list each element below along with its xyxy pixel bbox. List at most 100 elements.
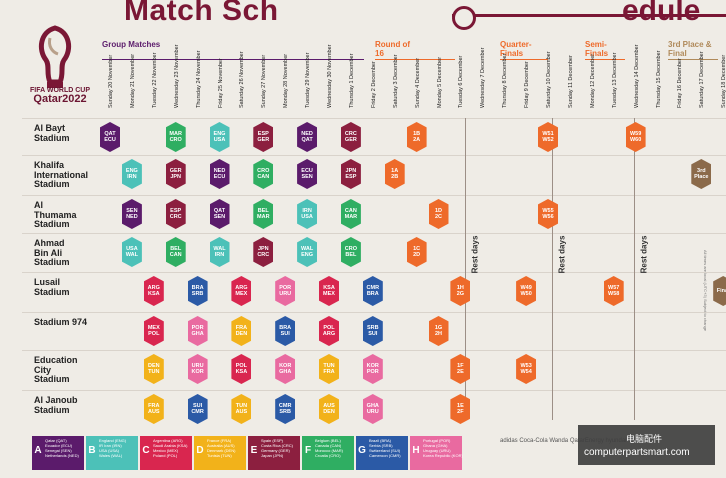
match-badge[interactable]: FRA DEN bbox=[231, 316, 252, 346]
match-badge[interactable]: JPN CRC bbox=[253, 237, 274, 267]
match-team-2: ENG bbox=[301, 252, 314, 258]
match-badge[interactable]: POL ARG bbox=[319, 316, 339, 346]
legend-team: Netherlands (NED) bbox=[45, 453, 79, 458]
match-badge[interactable]: 1D 2C bbox=[428, 199, 449, 229]
match-badge[interactable]: ENG IRN bbox=[121, 159, 142, 189]
match-badge[interactable]: ECU SEN bbox=[297, 159, 318, 189]
match-badge[interactable]: POL KSA bbox=[231, 354, 252, 384]
match-badge[interactable]: 1B 2A bbox=[406, 122, 427, 152]
legend-team-list: Argentina (ARG) Saudi Arabia (KSA) Mexico … bbox=[153, 438, 187, 458]
match-badge[interactable]: DEN TUN bbox=[143, 354, 164, 384]
match-badge[interactable]: NED QAT bbox=[297, 122, 318, 152]
match-team-2: WAL bbox=[125, 252, 138, 258]
match-badge[interactable]: CRO BEL bbox=[340, 237, 361, 267]
match-team-2: MEX bbox=[323, 291, 335, 297]
match-badge[interactable]: WAL IRN bbox=[209, 237, 230, 267]
match-badge[interactable]: POR GHA bbox=[187, 316, 208, 346]
legend-group: F Belgium (BEL) Canada (CAN) Morocco (MAR) C… bbox=[302, 436, 354, 470]
match-badge[interactable]: TUN AUS bbox=[231, 394, 252, 424]
match-team-1: ARG bbox=[235, 285, 248, 291]
match-badge[interactable]: WAL ENG bbox=[297, 237, 318, 267]
date-column-label: Monday 21 November bbox=[126, 54, 136, 108]
stadium-name-line: Al Bayt bbox=[34, 123, 66, 133]
match-badge[interactable]: 1A 2B bbox=[384, 159, 405, 189]
match-badge[interactable]: 1H 2G bbox=[450, 276, 471, 306]
match-team-2: IRN bbox=[127, 174, 137, 180]
match-badge[interactable]: W49 W50 bbox=[516, 276, 537, 306]
match-badge[interactable]: Final bbox=[713, 276, 726, 306]
match-badge[interactable]: SEN NED bbox=[121, 199, 142, 229]
match-badge[interactable]: URU KOR bbox=[187, 354, 208, 384]
match-team-2: GHA bbox=[191, 331, 204, 337]
match-badge[interactable]: 1E 2F bbox=[450, 394, 471, 424]
match-badge[interactable]: QAT SEN bbox=[209, 199, 230, 229]
match-badge[interactable]: GER JPN bbox=[165, 159, 186, 189]
match-badge[interactable]: MAR CRO bbox=[165, 122, 186, 152]
match-team-2: 2G bbox=[456, 291, 465, 297]
match-badge[interactable]: BRA SUI bbox=[275, 316, 296, 346]
match-team-2: W56 bbox=[542, 214, 554, 220]
match-badge[interactable]: CRO CAN bbox=[253, 159, 274, 189]
match-badge[interactable]: SRB SUI bbox=[362, 316, 383, 346]
match-team-1: 1H bbox=[456, 285, 464, 291]
match-badge[interactable]: KOR GHA bbox=[275, 354, 296, 384]
match-badge[interactable]: USA WAL bbox=[121, 237, 142, 267]
match-badge[interactable]: KOR POR bbox=[362, 354, 383, 384]
match-badge[interactable]: 1G 2H bbox=[428, 316, 449, 346]
match-team-1: NED bbox=[301, 131, 313, 137]
date-column-label: Wednesday 7 December bbox=[476, 48, 486, 108]
match-badge[interactable]: W59 W60 bbox=[625, 122, 646, 152]
match-badge[interactable]: NED ECU bbox=[209, 159, 230, 189]
match-team-2: QAT bbox=[301, 137, 313, 143]
date-text: Tuesday 13 December bbox=[611, 52, 618, 108]
match-badge[interactable]: POR URU bbox=[275, 276, 296, 306]
match-badge[interactable]: W57 W58 bbox=[603, 276, 624, 306]
stadium-name: Khalifa International Stadium bbox=[34, 160, 106, 190]
legend-team: Poland (POL) bbox=[153, 453, 178, 458]
match-team-1: BRA bbox=[191, 285, 204, 291]
match-team-2: FRA bbox=[323, 369, 335, 375]
match-badge[interactable]: CAN MAR bbox=[340, 199, 361, 229]
date-column-label: Thursday 1 December bbox=[345, 54, 355, 108]
stadium-name: Stadium 974 bbox=[34, 317, 106, 328]
title-divider bbox=[452, 14, 726, 17]
match-team-2: SEN bbox=[213, 214, 226, 220]
match-badge[interactable]: ARG KSA bbox=[143, 276, 164, 306]
match-badge[interactable]: ARG MEX bbox=[231, 276, 252, 306]
match-badge[interactable]: ENG USA bbox=[209, 122, 230, 152]
match-badge[interactable]: GHA URU bbox=[362, 394, 383, 424]
match-badge[interactable]: CMR BRA bbox=[362, 276, 383, 306]
match-badge[interactable]: 1C 2D bbox=[406, 237, 427, 267]
match-badge[interactable]: CMR SRB bbox=[275, 394, 296, 424]
legend-team: Brazil (BRA) bbox=[369, 438, 392, 443]
match-badge[interactable]: JPN ESP bbox=[340, 159, 361, 189]
date-column-label: Tuesday 22 November bbox=[148, 53, 158, 108]
match-badge[interactable]: W53 W54 bbox=[516, 354, 537, 384]
match-team-1: AUS bbox=[323, 403, 335, 409]
match-badge[interactable]: SUI CMR bbox=[187, 394, 208, 424]
match-badge[interactable]: CRC GER bbox=[340, 122, 361, 152]
match-badge[interactable]: KSA MEX bbox=[319, 276, 339, 306]
match-badge[interactable]: AUS DEN bbox=[319, 394, 339, 424]
match-badge[interactable]: QAT ECU bbox=[100, 122, 120, 152]
match-badge[interactable]: BRA SRB bbox=[187, 276, 208, 306]
match-badge[interactable]: BEL MAR bbox=[253, 199, 274, 229]
match-badge[interactable]: ESP GER bbox=[253, 122, 274, 152]
match-badge[interactable]: IRN USA bbox=[297, 199, 318, 229]
date-text: Sunday 20 November bbox=[108, 54, 114, 108]
match-team-2: 2E bbox=[457, 369, 464, 375]
match-badge[interactable]: W55 W56 bbox=[538, 199, 558, 229]
match-badge[interactable]: TUN FRA bbox=[319, 354, 339, 384]
match-badge[interactable]: MEX POL bbox=[143, 316, 164, 346]
match-badge[interactable]: 1F 2E bbox=[450, 354, 471, 384]
match-badge[interactable]: 3rd Place bbox=[691, 159, 712, 189]
date-column-label: Sunday 11 December bbox=[564, 55, 574, 108]
watermark-url: computerpartsmart.com bbox=[584, 447, 690, 458]
match-team-2: KSA bbox=[147, 291, 160, 297]
match-badge[interactable]: W51 W52 bbox=[538, 122, 558, 152]
match-badge[interactable]: FRA AUS bbox=[143, 394, 164, 424]
match-team-2: IRN bbox=[214, 252, 225, 258]
legend-team: England (ENG) bbox=[99, 438, 127, 443]
match-badge[interactable]: ESP CRC bbox=[165, 199, 186, 229]
match-badge[interactable]: BEL CAN bbox=[165, 237, 186, 267]
